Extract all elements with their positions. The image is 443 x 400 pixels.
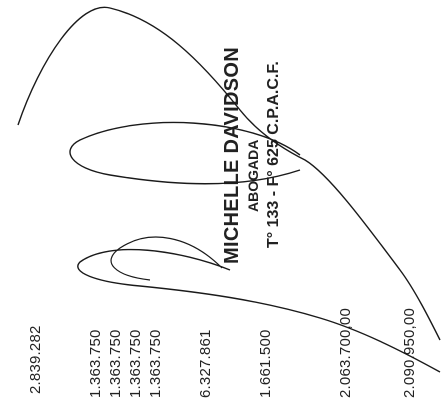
signature-stroke-main (17, 6, 441, 341)
signature-stroke-loop (69, 121, 301, 185)
signature-stroke-lower (77, 248, 441, 373)
signature-stroke-tail (110, 236, 223, 281)
